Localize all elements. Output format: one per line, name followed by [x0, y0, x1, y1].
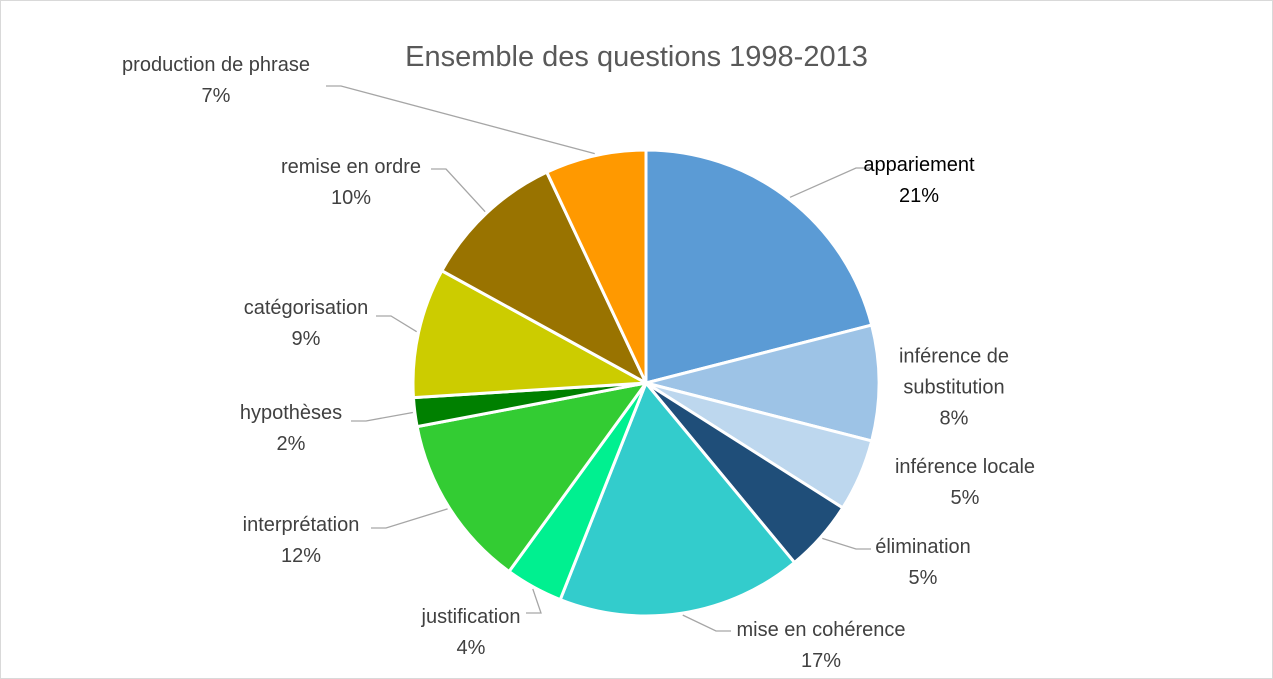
leader-line [371, 508, 448, 529]
category-label: inférence locale [894, 456, 1036, 478]
leader-line [682, 614, 731, 632]
pie-slice [645, 323, 881, 443]
data-label: élimination 5% [875, 532, 971, 594]
leader-line [789, 167, 871, 198]
pie-slice [544, 148, 648, 384]
category-label: justification [421, 606, 521, 628]
category-label: interprétation [242, 514, 360, 536]
leader-line [351, 411, 413, 422]
category-label: catégorisation [243, 297, 369, 319]
value-label: 21% [898, 185, 940, 207]
data-label: inférence locale 5% [895, 452, 1035, 514]
leader-line [326, 85, 595, 155]
value-label: 10% [330, 187, 372, 209]
pie-slice [644, 148, 874, 385]
category-label: appariement [863, 154, 975, 176]
value-label: 4% [456, 637, 486, 659]
data-label: hypothèses 2% [240, 398, 342, 460]
value-label: 8% [939, 407, 969, 430]
chart-title: Ensemble des questions 1998-2013 [405, 41, 868, 73]
category-label: inférence de substitution [898, 345, 1010, 399]
data-label: production de phrase 7% [122, 50, 310, 112]
leader-line [822, 537, 871, 550]
value-label: 5% [950, 487, 980, 509]
value-label: 12% [280, 545, 322, 567]
leader-line [376, 315, 417, 333]
data-label: inférence de substitution 8% [874, 342, 1034, 435]
category-label: mise en cohérence [736, 619, 906, 641]
data-label: mise en cohérence 17% [737, 615, 906, 677]
value-label: 5% [908, 567, 938, 589]
category-label: hypothèses [239, 402, 343, 424]
value-label: 17% [800, 650, 842, 672]
value-label: 7% [201, 85, 231, 107]
data-label: justification 4% [422, 602, 521, 664]
pie-slice [558, 380, 797, 618]
data-label: remise en ordre 10% [281, 152, 421, 214]
pie-slice [411, 268, 652, 400]
category-label: élimination [875, 536, 971, 558]
pie-slice [439, 170, 650, 387]
category-label: remise en ordre [280, 156, 422, 178]
leader-line [526, 588, 542, 614]
value-label: 2% [276, 433, 306, 455]
category-label: production de phrase [122, 54, 310, 76]
data-label: appariement 21% [863, 150, 974, 212]
data-label: catégorisation 9% [244, 293, 369, 355]
value-label: 9% [291, 328, 321, 350]
data-label: interprétation 12% [243, 510, 360, 572]
leader-line [431, 168, 486, 213]
pie-slice [415, 380, 650, 574]
